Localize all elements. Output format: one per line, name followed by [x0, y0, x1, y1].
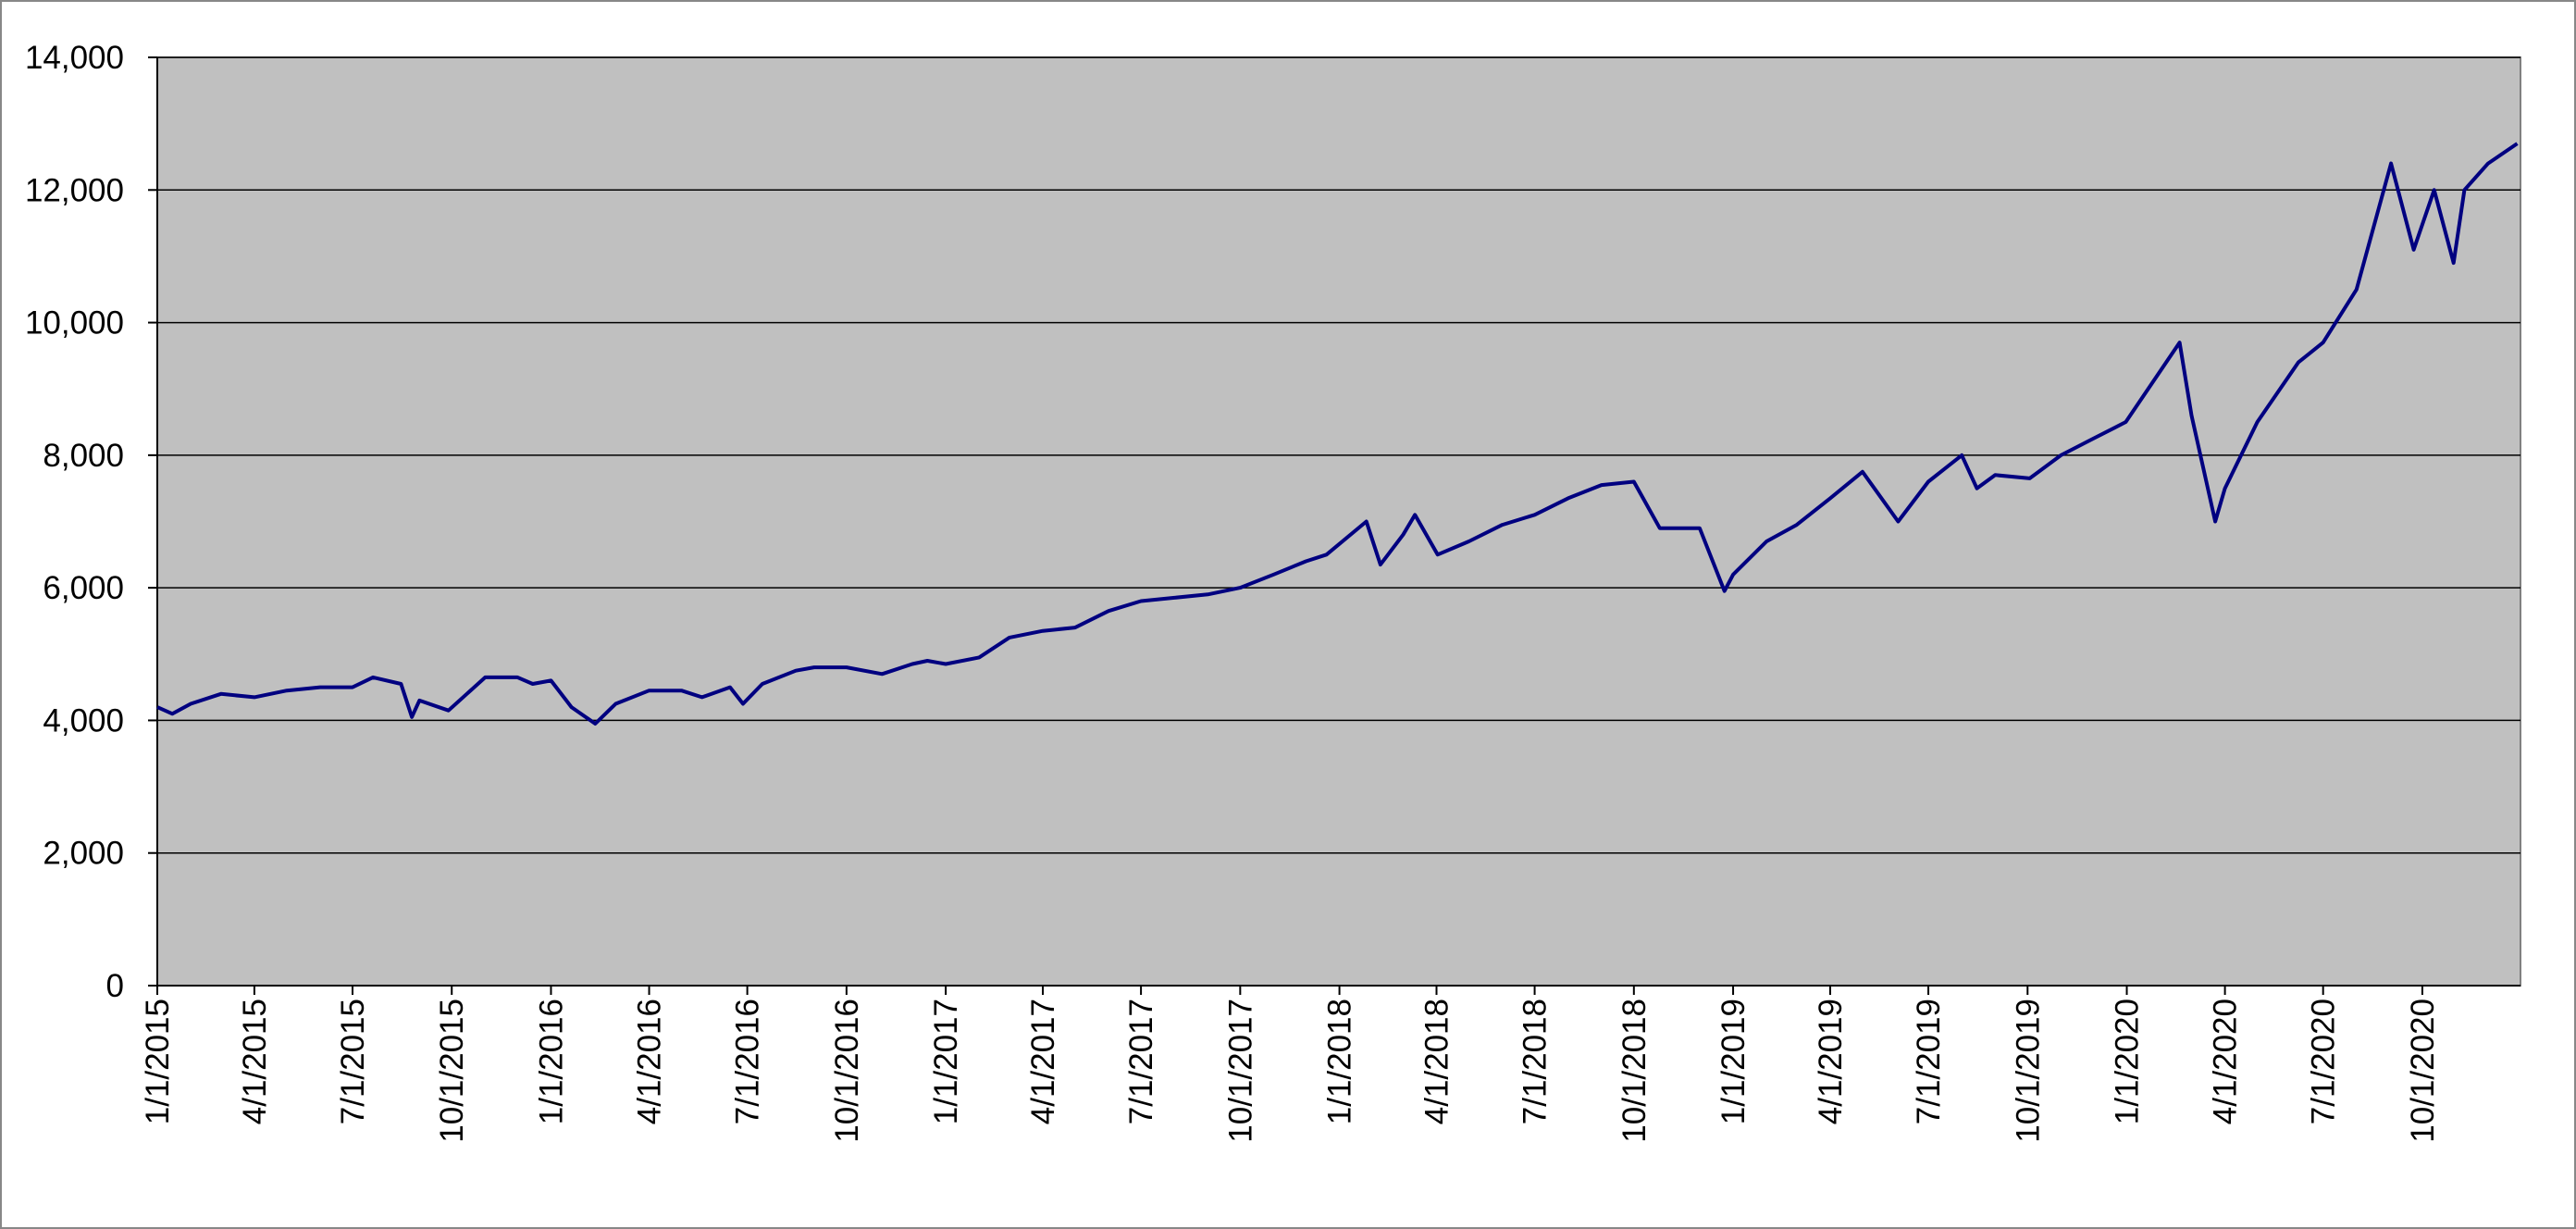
x-tick-label: 4/1/2015: [237, 999, 273, 1124]
x-tick-label: 1/1/2016: [533, 999, 569, 1124]
y-tick-label: 0: [106, 968, 124, 1004]
x-tick-label: 7/1/2015: [335, 999, 371, 1124]
plot-area: [156, 56, 2521, 987]
y-tick-label: 4,000: [43, 702, 124, 739]
y-tick-label: 6,000: [43, 570, 124, 606]
x-tick-label: 1/1/2020: [2110, 999, 2146, 1124]
x-tick-label: 1/1/2019: [1715, 999, 1752, 1124]
y-tick-label: 8,000: [43, 438, 124, 474]
x-tick-label: 10/1/2019: [2010, 999, 2046, 1143]
x-tick-label: 1/1/2018: [1322, 999, 1358, 1124]
x-tick-label: 7/1/2017: [1123, 999, 1159, 1124]
line-series: [156, 142, 2519, 726]
x-tick-label: 4/1/2016: [632, 999, 668, 1124]
x-tick-label: 10/1/2016: [829, 999, 865, 1143]
x-tick-label: 7/1/2016: [730, 999, 766, 1124]
x-tick-label: 10/1/2018: [1616, 999, 1653, 1143]
x-tick-label: 10/1/2020: [2405, 999, 2441, 1143]
x-tick-label: 4/1/2020: [2208, 999, 2244, 1124]
x-tick-label: 10/1/2017: [1222, 999, 1258, 1143]
y-tick-label: 14,000: [25, 40, 124, 76]
x-tick-label: 4/1/2018: [1418, 999, 1455, 1124]
x-tick-label: 4/1/2017: [1025, 999, 1061, 1124]
x-tick-label: 7/1/2019: [1911, 999, 1947, 1124]
y-tick-label: 2,000: [43, 836, 124, 872]
y-tick-label: 10,000: [25, 305, 124, 341]
x-tick-label: 1/1/2017: [928, 999, 964, 1124]
x-tick-label: 1/1/2015: [140, 999, 176, 1124]
y-tick-label: 12,000: [25, 172, 124, 208]
x-tick-label: 7/1/2018: [1517, 999, 1554, 1124]
x-tick-label: 4/1/2019: [1813, 999, 1849, 1124]
x-tick-label: 10/1/2015: [434, 999, 470, 1143]
x-tick-label: 7/1/2020: [2306, 999, 2342, 1124]
